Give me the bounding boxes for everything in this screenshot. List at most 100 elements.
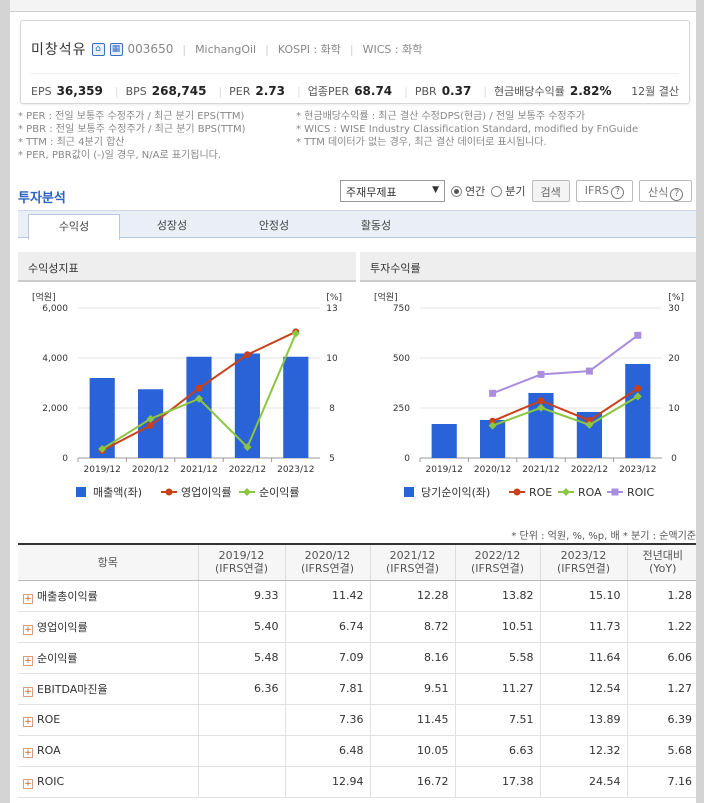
y2-tick-label: 13 [326, 304, 337, 314]
chevron-down-icon: ▼ [432, 185, 439, 195]
legend-marker [611, 488, 619, 496]
legend-marker [243, 488, 251, 496]
expand-row-icon[interactable]: + [23, 686, 33, 697]
profitability-table: 항목 2019/12 (IFRS연결) 2020/12 (IFRS연결) 2021/12(… [18, 543, 696, 798]
tab-growth[interactable]: 성장성 [156, 219, 188, 232]
metric-value: 68.74 [354, 84, 393, 98]
chart-return: 투자수익률 [억원] [%] 0 0 250 10 500 20 750 30 2019/12 202… [360, 252, 696, 516]
expand-row-icon[interactable]: + [23, 747, 33, 758]
metric-0: EPS 36,359 [31, 84, 103, 98]
row-label-cell: + 영업이익률 [18, 611, 198, 643]
note-line: * TTM 데이터가 없는 경우, 최근 결산 데이터로 표시됩니다. [296, 137, 547, 148]
radio-checked-icon [451, 185, 462, 197]
data-point [537, 403, 545, 412]
table-cell: 12.54 [539, 673, 627, 705]
header-line2: (IFRS연결) [214, 562, 269, 576]
table-row: + 매출총이익률 9.33 11.42 12.28 13.82 15.10 1.28 [18, 580, 696, 612]
table-cell: 7.16 [626, 766, 696, 798]
radio-quarter[interactable]: 분기 [491, 183, 526, 199]
note-line: * PER, PBR값이 (-)일 경우, N/A로 표기됩니다. [18, 150, 222, 161]
table-row: + ROIC 12.94 16.72 17.38 24.54 7.16 [18, 766, 696, 798]
table-cell: 10.05 [369, 735, 455, 767]
data-point [537, 397, 545, 405]
x-tick-label: 2019/12 [84, 465, 121, 475]
data-point [195, 384, 203, 392]
expand-row-icon[interactable]: + [23, 655, 33, 666]
expand-row-icon[interactable]: + [23, 593, 33, 604]
home-icon[interactable]: ⌂ [91, 42, 105, 56]
settlement-month: 12월 결산 [631, 85, 679, 98]
header-line2: (IFRS연결) [300, 562, 355, 576]
header-line2: (IFRS연결) [556, 562, 611, 576]
legend-label: ROIC [627, 486, 655, 499]
row-label: ROA [37, 743, 61, 757]
table-cell: 7.09 [284, 642, 370, 674]
data-point [585, 367, 593, 375]
divider: | [297, 84, 301, 98]
tab-profitability[interactable]: 수익성 [28, 214, 120, 240]
table-cell: 1.28 [626, 580, 696, 612]
statement-select[interactable]: 주재무제표 ▼ [340, 180, 445, 202]
divider: | [114, 84, 119, 98]
table-cell: 6.39 [626, 704, 696, 736]
search-button[interactable]: 검색 [531, 180, 570, 202]
chart-svg-profitability: [억원] [%] 0 5 2,000 8 4,000 10 6,000 13 2019/12 2020… [32, 291, 342, 499]
header-line1: 전년대비 [642, 549, 683, 563]
bar [283, 356, 309, 458]
company-name: 미창석유 [31, 42, 87, 58]
radio-annual[interactable]: 연간 [451, 183, 485, 199]
company-summary-card: 미창석유 ⌂ ▦ 003650 | MichangOil | KOSPI : 화… [20, 20, 690, 104]
note-line: * TTM : 최근 4분기 합산 [18, 137, 125, 148]
data-point [633, 392, 642, 401]
table-cell: 11.45 [369, 704, 455, 736]
table-row: + ROE 7.36 11.45 7.51 13.89 6.39 [18, 704, 696, 736]
table-cell: 5.58 [454, 642, 540, 674]
table-cell: 7.36 [284, 704, 370, 736]
y-tick-label: 750 [393, 304, 410, 314]
row-label-cell: + 매출총이익률 [18, 580, 198, 612]
table-cell [197, 735, 285, 767]
select-value: 주재무제표 [346, 186, 397, 199]
chart-svg-return: [억원] [%] 0 0 250 10 500 20 750 30 2019/12 2020/12 20… [374, 291, 684, 499]
expand-row-icon[interactable]: + [23, 624, 33, 635]
header-line1: 2021/12 [389, 549, 436, 563]
formula-label: 산식 [647, 186, 669, 199]
divider: | [265, 42, 269, 56]
card-divider [31, 73, 679, 74]
metric-5: 현금배당수익률 2.82% [494, 83, 611, 99]
table-cell: 17.38 [454, 766, 540, 798]
expand-row-icon[interactable]: + [23, 778, 33, 789]
expand-row-icon[interactable]: + [23, 716, 33, 727]
row-label: EBITDA마진율 [37, 682, 108, 696]
metric-2: PER 2.73 [229, 84, 285, 98]
radio-annual-label: 연간 [465, 185, 486, 198]
tab-activity[interactable]: 활동성 [360, 219, 392, 232]
building-icon[interactable]: ▦ [109, 42, 123, 56]
table-cell: 6.74 [284, 611, 370, 643]
data-point [243, 443, 252, 452]
data-point [585, 416, 593, 424]
data-point [489, 389, 497, 397]
ifrs-help-button[interactable]: IFRS? [575, 180, 633, 202]
data-point [585, 420, 594, 429]
question-icon: ? [670, 188, 684, 201]
metric-label: BPS [125, 85, 147, 98]
data-point [537, 370, 545, 378]
header-line1: 2019/12 [218, 549, 265, 563]
header-line1: 2022/12 [474, 549, 521, 563]
table-cell: 12.32 [539, 735, 627, 767]
right-axis-unit: [%] [326, 293, 342, 303]
row-label-cell: + EBITDA마진율 [18, 673, 198, 705]
table-cell: 12.94 [284, 766, 370, 798]
formula-help-button[interactable]: 산식? [638, 180, 693, 202]
data-point [634, 331, 642, 339]
data-point [147, 421, 155, 429]
y-tick-label: 0 [404, 454, 410, 464]
note-line: * WICS : WISE Industry Classification St… [296, 124, 639, 135]
left-axis-unit: [억원] [32, 291, 56, 303]
tab-stability[interactable]: 안정성 [258, 219, 290, 232]
company-header: 미창석유 ⌂ ▦ 003650 | MichangOil | KOSPI : 화… [31, 39, 422, 59]
table-cell: 8.16 [369, 642, 455, 674]
legend-label: 당기순이익(좌) [421, 486, 490, 499]
data-point [488, 421, 497, 430]
